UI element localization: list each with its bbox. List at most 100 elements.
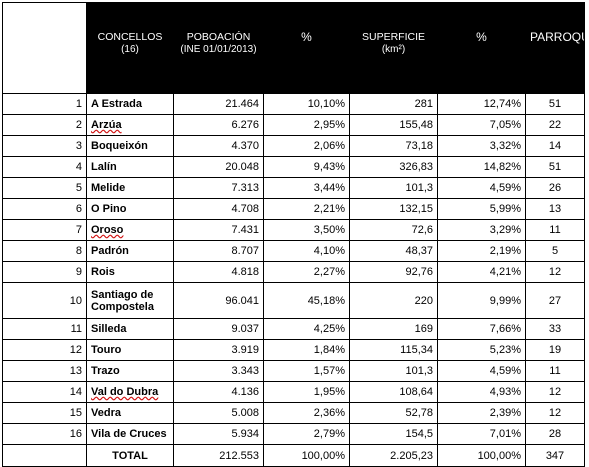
municipality-name: Oroso	[86, 219, 174, 241]
row-index: 14	[2, 381, 87, 403]
municipality-name: Boqueixón	[86, 135, 174, 157]
population-pct: 2,79%	[263, 423, 350, 445]
municipality-name: Val do Dubra	[86, 381, 174, 403]
table-row: 8 Padrón 8.707 4,10% 48,37 2,19% 5	[2, 240, 585, 262]
area-value: 155,48	[349, 114, 438, 136]
header-poboacion: POBOACIÓN (INE 01/01/2013)	[173, 2, 264, 94]
population-value: 20.048	[173, 156, 264, 178]
area-value: 281	[349, 93, 438, 115]
row-index: 12	[2, 339, 87, 361]
municipality-name: Trazo	[86, 360, 174, 382]
parishes-value: 51	[525, 156, 585, 178]
row-index: 2	[2, 114, 87, 136]
row-index: 15	[2, 402, 87, 424]
population-pct: 2,06%	[263, 135, 350, 157]
parishes-value: 13	[525, 198, 585, 220]
row-index: 10	[2, 282, 87, 319]
population-pct: 4,25%	[263, 318, 350, 340]
table-row: 2 Arzúa 6.276 2,95% 155,48 7,05% 22	[2, 114, 585, 136]
header-pct-superficie: %	[437, 2, 526, 94]
area-pct: 3,32%	[437, 135, 526, 157]
area-value: 101,3	[349, 177, 438, 199]
header-poboacion-label: POBOACIÓN	[186, 31, 251, 43]
header-superficie-label: SUPERFICIE	[361, 31, 425, 43]
area-pct: 5,99%	[437, 198, 526, 220]
header-concellos-sub: (16)	[121, 44, 139, 55]
parishes-value: 12	[525, 402, 585, 424]
header-pct1-label: %	[301, 30, 312, 44]
population-value: 4.370	[173, 135, 264, 157]
parishes-value: 28	[525, 423, 585, 445]
municipality-name: Lalín	[86, 156, 174, 178]
population-value: 8.707	[173, 240, 264, 262]
area-pct: 2,39%	[437, 402, 526, 424]
municipality-name: Santiago de Compostela	[86, 282, 174, 319]
table-row: 10 Santiago de Compostela 96.041 45,18% 220 9…	[2, 282, 585, 319]
header-row: CONCELLOS (16) POBOACIÓN (INE 01/01/2013…	[2, 2, 585, 94]
municipality-name: Rois	[86, 261, 174, 283]
area-value: 73,18	[349, 135, 438, 157]
table-row: 13 Trazo 3.343 1,57% 101,3 4,59% 11	[2, 360, 585, 382]
header-index-cell	[2, 2, 87, 94]
area-value: 132,15	[349, 198, 438, 220]
population-value: 4.708	[173, 198, 264, 220]
population-value: 21.464	[173, 93, 264, 115]
population-value: 7.431	[173, 219, 264, 241]
area-pct: 12,74%	[437, 93, 526, 115]
area-value: 326,83	[349, 156, 438, 178]
header-parroquias-label: PARROQUIAS	[530, 30, 584, 44]
area-value: 115,34	[349, 339, 438, 361]
header-superficie-sub: (km²)	[381, 44, 406, 55]
area-pct: 4,59%	[437, 360, 526, 382]
area-value: 169	[349, 318, 438, 340]
area-value: 92,76	[349, 261, 438, 283]
municipality-name: Touro	[86, 339, 174, 361]
header-superficie: SUPERFICIE (km²)	[349, 2, 438, 94]
parishes-value: 11	[525, 219, 585, 241]
population-value: 9.037	[173, 318, 264, 340]
population-pct: 2,27%	[263, 261, 350, 283]
population-pct: 45,18%	[263, 282, 350, 319]
parishes-value: 26	[525, 177, 585, 199]
population-pct: 1,57%	[263, 360, 350, 382]
population-value: 3.343	[173, 360, 264, 382]
parishes-value: 33	[525, 318, 585, 340]
row-index: 7	[2, 219, 87, 241]
area-pct: 5,23%	[437, 339, 526, 361]
header-concellos-label: CONCELLOS	[97, 31, 163, 43]
population-pct: 2,95%	[263, 114, 350, 136]
header-pct2-label: %	[476, 30, 487, 44]
area-pct: 3,29%	[437, 219, 526, 241]
population-value: 96.041	[173, 282, 264, 319]
area-pct: 4,59%	[437, 177, 526, 199]
header-pct-poboacion: %	[263, 2, 350, 94]
header-poboacion-sub: (INE 01/01/2013)	[180, 44, 257, 55]
row-index: 4	[2, 156, 87, 178]
parishes-value: 12	[525, 261, 585, 283]
row-index: 16	[2, 423, 87, 445]
population-pct: 10,10%	[263, 93, 350, 115]
row-index: 8	[2, 240, 87, 262]
municipality-name: Vedra	[86, 402, 174, 424]
area-value: 101,3	[349, 360, 438, 382]
header-parroquias: PARROQUIAS	[525, 2, 585, 94]
table-row: 3 Boqueixón 4.370 2,06% 73,18 3,32% 14	[2, 135, 585, 157]
table-row: 11 Silleda 9.037 4,25% 169 7,66% 33	[2, 318, 585, 340]
table-row: 16 Vila de Cruces 5.934 2,79% 154,5 7,01% 28	[2, 423, 585, 445]
parishes-value: 51	[525, 93, 585, 115]
area-value: 52,78	[349, 402, 438, 424]
area-pct: 4,21%	[437, 261, 526, 283]
population-value: 5.008	[173, 402, 264, 424]
parishes-value: 22	[525, 114, 585, 136]
table-row: 14 Val do Dubra 4.136 1,95% 108,64 4,93% 12	[2, 381, 585, 403]
municipality-name: Silleda	[86, 318, 174, 340]
population-value: 6.276	[173, 114, 264, 136]
spellcheck-marked-text: Val do Dubra	[91, 386, 159, 398]
area-pct: 9,99%	[437, 282, 526, 319]
population-value: 4.136	[173, 381, 264, 403]
population-pct: 4,10%	[263, 240, 350, 262]
area-value: 220	[349, 282, 438, 319]
